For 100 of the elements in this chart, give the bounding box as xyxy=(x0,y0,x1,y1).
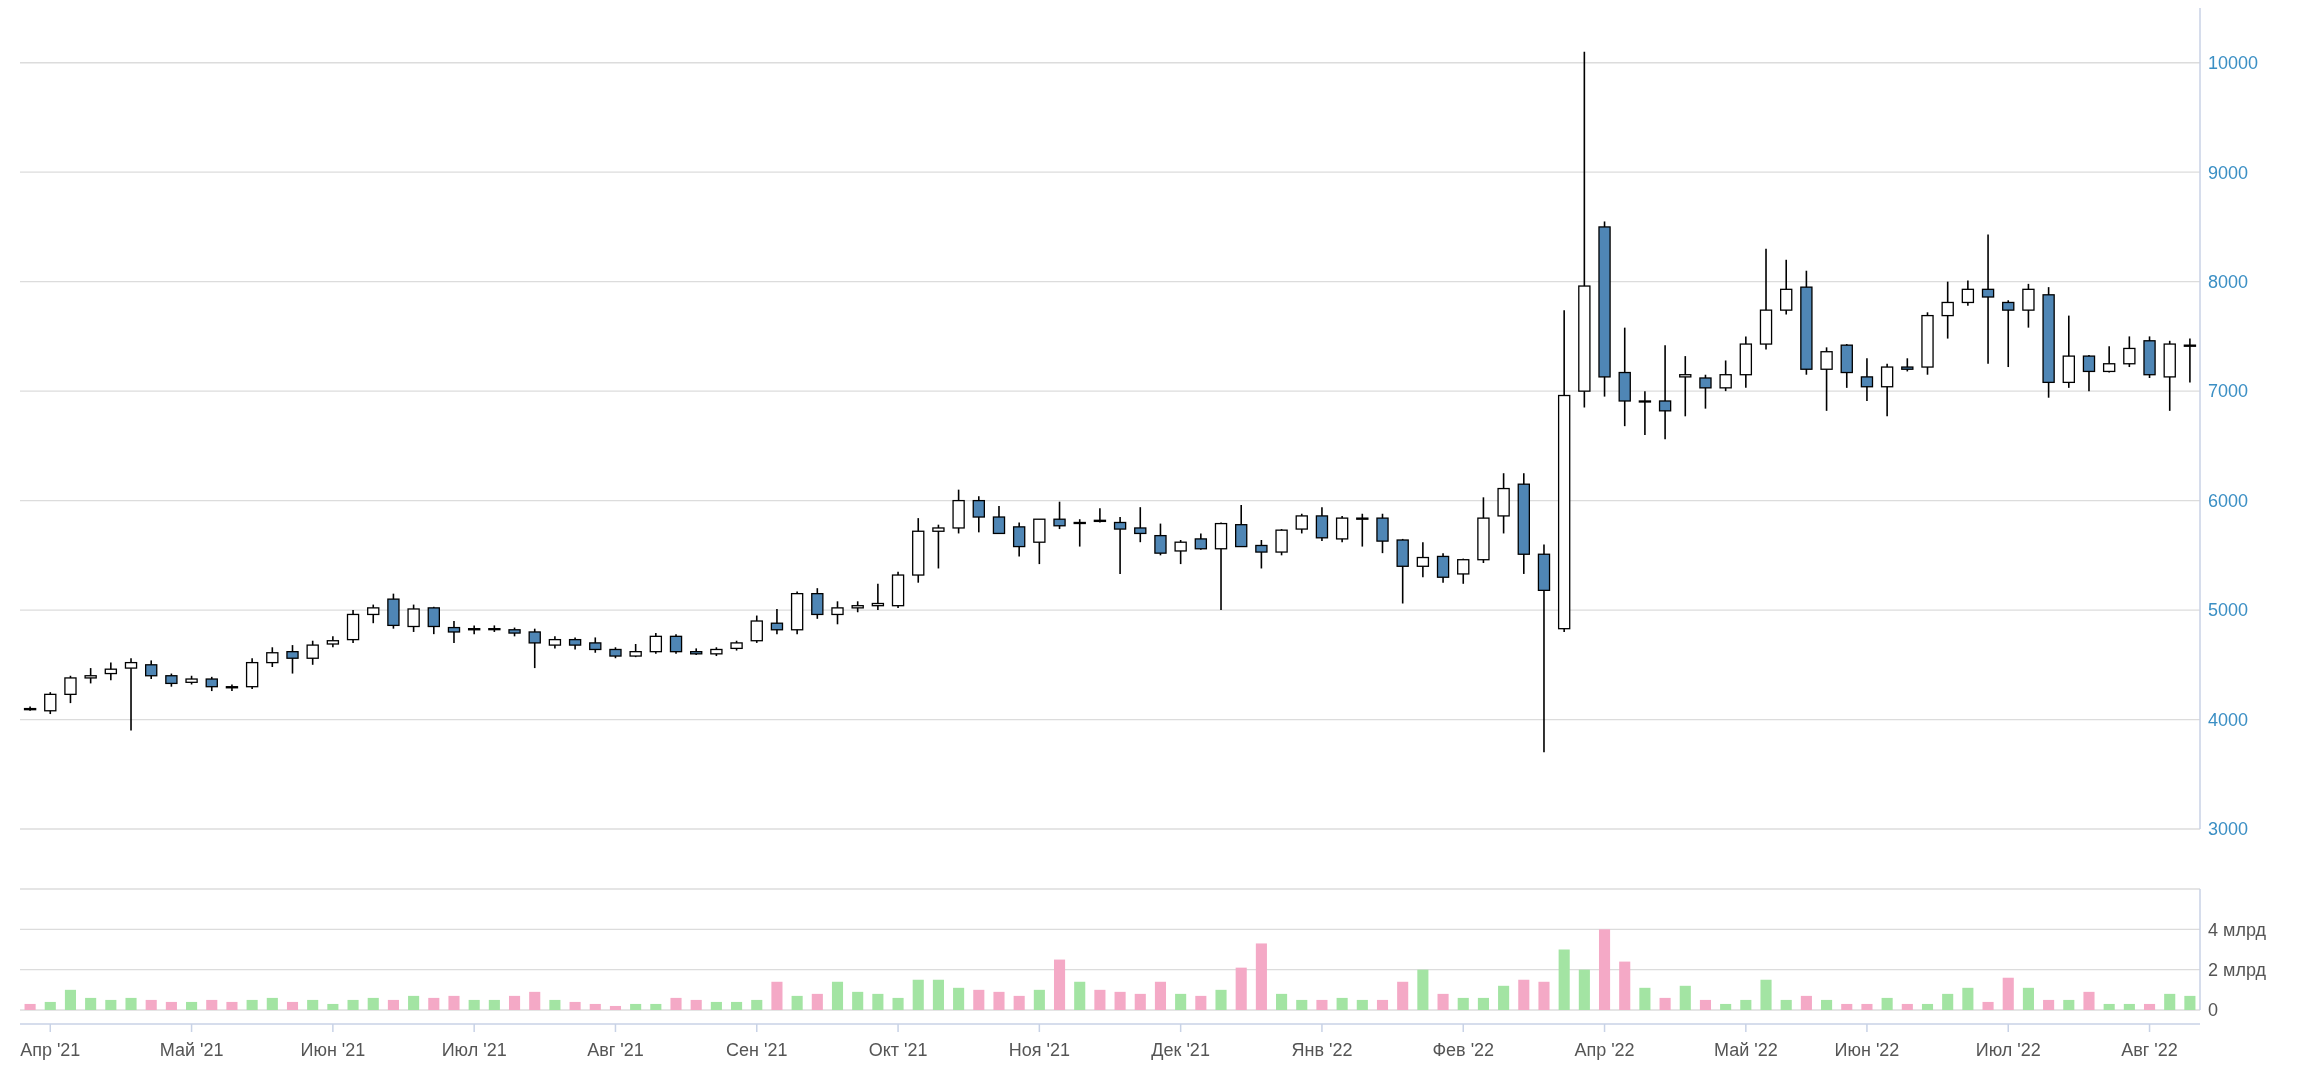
candlestick xyxy=(1941,280,1954,340)
candlestick xyxy=(266,646,279,668)
candlestick xyxy=(1436,552,1450,584)
bar xyxy=(953,987,965,1010)
x-tick-label: Апр '22 xyxy=(1574,1040,1635,1060)
candlestick xyxy=(992,505,1006,535)
bar xyxy=(1841,1003,1853,1010)
candlestick xyxy=(932,523,945,570)
bar xyxy=(206,999,218,1010)
bar xyxy=(2103,1003,2115,1010)
candlestick xyxy=(1699,373,1712,410)
bar xyxy=(2043,999,2055,1010)
bar xyxy=(327,1003,339,1010)
bar xyxy=(549,999,561,1010)
bar xyxy=(165,1001,177,1010)
candlestick xyxy=(306,639,319,666)
bar xyxy=(993,991,1005,1010)
candlestick xyxy=(1356,512,1369,548)
candlestick xyxy=(1295,512,1308,535)
bar xyxy=(1013,995,1025,1010)
candlestick xyxy=(1012,521,1026,558)
bar xyxy=(973,989,985,1010)
bar xyxy=(1800,995,1812,1010)
candlestick xyxy=(1780,258,1793,316)
bar xyxy=(1215,989,1227,1010)
bar xyxy=(529,991,541,1010)
bar xyxy=(125,997,137,1010)
candlestick xyxy=(1880,362,1894,418)
bar xyxy=(569,1001,581,1010)
bar xyxy=(1760,979,1772,1010)
candlestick xyxy=(750,614,763,644)
bar xyxy=(2123,1003,2135,1010)
x-tick-label: Авг '22 xyxy=(2121,1040,2178,1060)
bar xyxy=(1296,999,1308,1010)
bar xyxy=(609,1005,622,1010)
bar xyxy=(1578,969,1590,1010)
bar xyxy=(771,981,783,1010)
bar xyxy=(1901,1003,1913,1010)
candlestick xyxy=(1235,504,1248,548)
bar xyxy=(1821,999,1833,1010)
bar xyxy=(650,1003,662,1010)
bar xyxy=(2083,991,2095,1010)
bar xyxy=(44,1001,56,1010)
bar xyxy=(1376,999,1389,1010)
bar xyxy=(912,979,924,1010)
bar xyxy=(428,997,440,1010)
y-tick-label: 2 млрд xyxy=(2208,959,2267,980)
x-tick-label: Июл '21 xyxy=(441,1040,507,1060)
bar xyxy=(1175,993,1187,1010)
bar xyxy=(751,999,763,1010)
bar xyxy=(226,1001,238,1010)
x-tick-label: Июн '21 xyxy=(300,1040,366,1060)
y-tick-label: 10000 xyxy=(2208,53,2259,74)
bar xyxy=(710,1001,722,1010)
bar xyxy=(1457,997,1469,1010)
candlestick xyxy=(2002,299,2015,368)
bar xyxy=(186,1001,198,1010)
bar xyxy=(2164,993,2176,1010)
y-tick-label: 8000 xyxy=(2208,271,2249,292)
bar xyxy=(1235,967,1247,1010)
bar xyxy=(1538,981,1550,1010)
candlestick xyxy=(669,633,683,655)
bar xyxy=(630,1003,642,1010)
bar xyxy=(347,999,359,1010)
bar xyxy=(1780,999,1792,1010)
candlestick xyxy=(1658,344,1672,441)
candlestick xyxy=(528,627,541,669)
candlestick xyxy=(1255,539,1268,570)
bar xyxy=(246,999,258,1010)
candlestick xyxy=(1154,522,1167,557)
bar xyxy=(1558,949,1570,1010)
bar xyxy=(448,995,460,1010)
x-tick-label: Авг '21 xyxy=(587,1040,644,1060)
candlestick xyxy=(1719,359,1732,392)
candlestick xyxy=(811,587,824,620)
bar xyxy=(2184,995,2196,1010)
x-tick-label: Окт '21 xyxy=(868,1040,928,1060)
bar xyxy=(1962,987,1974,1010)
bar xyxy=(2022,987,2034,1010)
bar xyxy=(307,999,319,1010)
bar xyxy=(1699,999,1712,1010)
bar xyxy=(1114,991,1126,1010)
y-tick-label: 0 xyxy=(2208,1000,2219,1021)
candlestick xyxy=(1174,539,1187,565)
x-tick-label: Июл '22 xyxy=(1975,1040,2041,1060)
y-tick-label: 9000 xyxy=(2208,162,2249,183)
candlestick xyxy=(427,605,440,635)
bar xyxy=(1154,981,1167,1010)
candlestick xyxy=(1033,518,1046,565)
bar xyxy=(508,995,521,1010)
candlestick xyxy=(831,600,844,626)
bar xyxy=(1316,999,1328,1010)
bar xyxy=(690,999,702,1010)
bar xyxy=(811,993,823,1010)
bar xyxy=(1417,969,1429,1010)
candlestick xyxy=(44,691,57,715)
candlestick xyxy=(1275,528,1288,557)
bar xyxy=(1397,981,1409,1010)
x-tick-label: Июн '22 xyxy=(1834,1040,1900,1060)
bar xyxy=(488,999,500,1010)
